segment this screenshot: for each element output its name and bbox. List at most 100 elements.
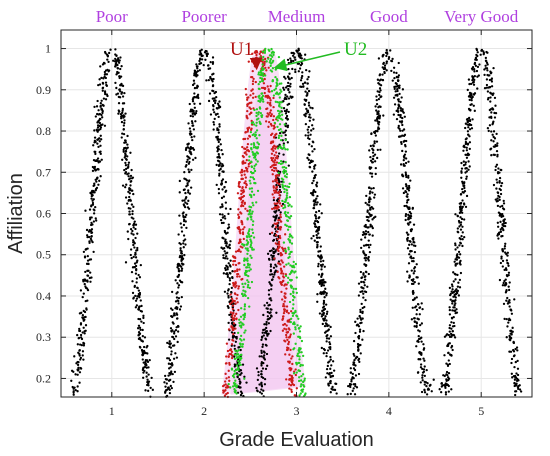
point-black bbox=[495, 178, 498, 181]
point-black bbox=[229, 207, 232, 211]
point-black bbox=[516, 359, 519, 363]
point-black bbox=[364, 230, 368, 233]
point-black bbox=[130, 216, 133, 219]
point-black bbox=[77, 351, 80, 354]
point-black bbox=[116, 92, 120, 95]
point-black bbox=[178, 308, 182, 311]
point-black bbox=[471, 79, 474, 82]
point-black bbox=[361, 310, 364, 313]
point-black bbox=[140, 339, 143, 342]
point-black bbox=[273, 271, 276, 274]
point-black bbox=[467, 78, 471, 81]
point-u2 bbox=[246, 252, 249, 255]
point-black bbox=[321, 313, 324, 316]
point-black bbox=[496, 181, 499, 184]
point-black bbox=[90, 204, 93, 207]
point-black bbox=[325, 354, 328, 358]
point-u2 bbox=[298, 376, 301, 379]
point-black bbox=[363, 278, 367, 281]
point-black bbox=[182, 211, 185, 214]
point-u2 bbox=[269, 57, 273, 61]
point-black bbox=[501, 259, 505, 263]
point-black bbox=[286, 75, 290, 78]
point-u2 bbox=[244, 247, 247, 250]
point-black bbox=[191, 121, 194, 125]
point-u2 bbox=[243, 305, 246, 308]
point-black bbox=[410, 243, 413, 246]
point-black bbox=[405, 204, 408, 208]
point-black bbox=[77, 361, 80, 364]
point-black bbox=[271, 225, 274, 228]
point-u1 bbox=[273, 207, 276, 210]
point-black bbox=[409, 255, 413, 258]
point-u2 bbox=[237, 349, 240, 352]
point-black bbox=[394, 82, 397, 85]
point-u1 bbox=[246, 137, 250, 140]
point-u1 bbox=[244, 87, 247, 91]
point-black bbox=[420, 302, 423, 305]
point-u1 bbox=[282, 302, 285, 306]
point-u1 bbox=[286, 348, 289, 352]
point-u1 bbox=[294, 373, 297, 377]
point-black bbox=[230, 290, 233, 294]
point-black bbox=[177, 284, 181, 287]
point-black bbox=[353, 383, 357, 386]
point-black bbox=[328, 371, 331, 375]
point-black bbox=[468, 165, 471, 168]
point-u1 bbox=[239, 250, 242, 253]
point-black bbox=[354, 331, 357, 335]
point-u2 bbox=[258, 134, 261, 137]
point-u1 bbox=[227, 376, 231, 379]
point-u2 bbox=[295, 361, 298, 365]
point-u1 bbox=[230, 356, 234, 360]
point-u1 bbox=[258, 52, 261, 56]
point-black bbox=[240, 372, 243, 375]
point-black bbox=[127, 175, 130, 178]
point-black bbox=[203, 51, 207, 54]
point-black bbox=[209, 60, 212, 64]
point-black bbox=[454, 273, 457, 276]
point-black bbox=[100, 158, 103, 161]
point-u2 bbox=[291, 311, 294, 315]
point-u2 bbox=[251, 201, 254, 205]
point-black bbox=[504, 242, 507, 245]
point-black bbox=[513, 298, 516, 301]
point-u2 bbox=[246, 279, 249, 282]
point-black bbox=[191, 138, 194, 142]
point-black bbox=[225, 255, 228, 258]
point-black bbox=[406, 270, 409, 273]
point-u2 bbox=[254, 131, 257, 134]
point-black bbox=[328, 342, 332, 346]
point-black bbox=[401, 187, 405, 190]
point-black bbox=[282, 86, 285, 89]
point-u2 bbox=[269, 64, 272, 68]
point-black bbox=[146, 380, 149, 384]
point-u2 bbox=[278, 116, 281, 120]
point-black bbox=[132, 192, 135, 196]
point-black bbox=[146, 378, 149, 381]
point-black bbox=[220, 196, 224, 200]
point-black bbox=[492, 66, 495, 70]
point-black bbox=[510, 357, 514, 361]
point-u2 bbox=[249, 240, 253, 243]
point-black bbox=[470, 99, 473, 102]
point-black bbox=[88, 229, 91, 232]
point-u1 bbox=[238, 268, 241, 271]
point-black bbox=[101, 81, 104, 85]
point-black bbox=[459, 271, 463, 275]
point-u1 bbox=[279, 267, 283, 270]
point-black bbox=[223, 186, 226, 189]
point-u1 bbox=[226, 384, 229, 387]
point-black bbox=[473, 70, 476, 73]
point-black bbox=[272, 254, 275, 258]
point-u1 bbox=[249, 94, 252, 97]
point-black bbox=[301, 82, 305, 86]
point-black bbox=[272, 266, 276, 269]
point-black bbox=[188, 127, 192, 130]
point-u2 bbox=[254, 158, 258, 161]
point-black bbox=[444, 393, 448, 396]
point-black bbox=[124, 186, 127, 189]
point-black bbox=[120, 117, 123, 120]
point-u1 bbox=[274, 226, 278, 229]
point-black bbox=[132, 297, 135, 300]
